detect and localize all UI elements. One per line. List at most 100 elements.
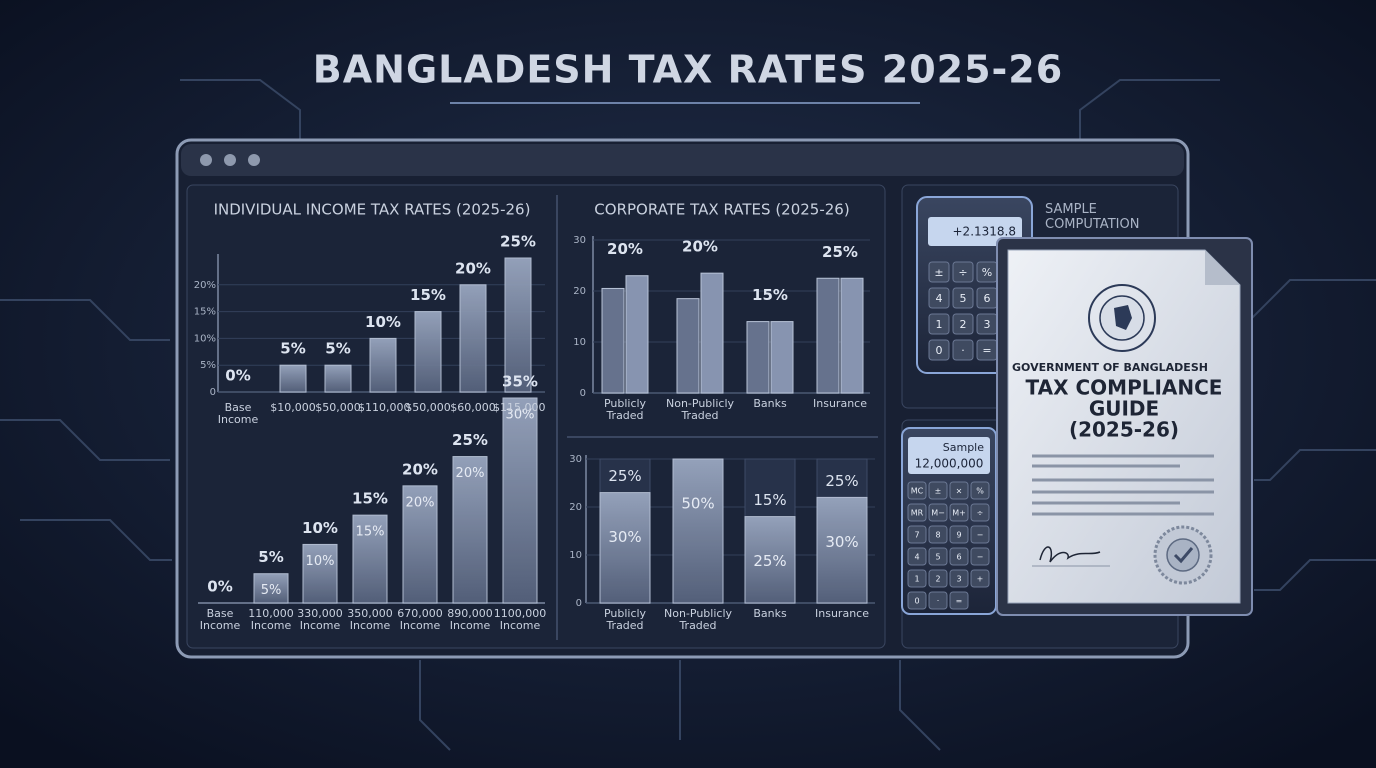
inner-label: 30%	[825, 533, 858, 551]
calculator-key	[949, 481, 969, 500]
x-tick-label: 1100,000 Income	[493, 607, 547, 632]
value-label: 0%	[207, 578, 232, 596]
x-tick-label: Base Income	[199, 607, 241, 632]
calculator-key-label: ·	[937, 597, 940, 606]
annotation: 20%	[682, 238, 718, 256]
x-tick-label: $50,000	[315, 401, 361, 414]
calculator-key-label: MC	[911, 487, 924, 496]
inner-label: 15%	[356, 525, 385, 540]
value-label: 35%	[502, 373, 538, 391]
calculator-key	[928, 261, 950, 283]
calculator-key	[907, 481, 927, 500]
page-title: BANGLADESH TAX RATES 2025-26	[313, 48, 1063, 92]
value-label: 10%	[302, 519, 338, 537]
x-tick-label: Insurance	[815, 607, 869, 620]
bar	[459, 284, 487, 393]
x-tick-label: 110,000 Income	[248, 607, 294, 632]
calculator-key	[907, 547, 927, 566]
y-tick-label: 30	[569, 454, 582, 465]
inner-label: 20%	[456, 466, 485, 481]
bar	[746, 321, 770, 394]
window-dot	[248, 154, 260, 166]
x-tick-label: $50,000	[405, 401, 451, 414]
bar	[352, 514, 388, 604]
y-tick-label: 0	[576, 598, 582, 609]
approval-check	[1173, 547, 1194, 564]
document-title: (2025-26)	[1069, 418, 1179, 442]
x-tick-label: Non-Publicly Traded	[665, 397, 735, 422]
inner-label: 10%	[306, 554, 335, 569]
top-label: 15%	[753, 491, 786, 509]
value-label: 25%	[452, 431, 488, 449]
seal-map	[1114, 305, 1132, 330]
calculator-key	[970, 481, 990, 500]
y-tick-label: 5%	[200, 360, 216, 371]
chart-title: INDIVIDUAL INCOME TAX RATES (2025-26)	[214, 201, 531, 219]
calculator-key	[970, 547, 990, 566]
calculator-key	[970, 525, 990, 544]
bar	[744, 516, 796, 604]
y-tick-label: 20	[569, 502, 582, 513]
value-label: 5%	[258, 548, 283, 566]
inner-label: 30%	[506, 408, 535, 423]
chart-title: CORPORATE TAX RATES (2025-26)	[594, 201, 849, 219]
window-bar	[181, 144, 1184, 176]
bar	[672, 458, 724, 604]
circuit-line	[20, 519, 172, 561]
calculator-display	[908, 437, 990, 474]
bar	[599, 492, 651, 604]
y-tick-label: 15%	[194, 307, 216, 318]
x-tick-label: Insurance	[813, 397, 867, 410]
bar	[816, 496, 868, 604]
inner-label: 50%	[681, 495, 714, 513]
calculator-key-label: 0	[936, 344, 943, 357]
annotation: 25%	[822, 243, 858, 261]
bar	[770, 321, 794, 394]
bar	[279, 364, 307, 393]
calculator-key-label: M+	[952, 509, 966, 518]
calculator-key	[952, 287, 974, 309]
x-tick-label: 890,000 Income	[447, 607, 493, 632]
calculator-key	[928, 547, 948, 566]
x-tick-label: 350,000 Income	[347, 607, 393, 632]
calculator-key	[949, 503, 969, 522]
calculator-key	[928, 569, 948, 588]
calculator-key-label: −	[977, 531, 984, 540]
calculator-key	[928, 503, 948, 522]
bar	[625, 275, 649, 394]
circuit-line	[1079, 79, 1220, 140]
seal	[1088, 284, 1156, 352]
calculator-key	[952, 261, 974, 283]
calculator-key-label: −	[977, 553, 984, 562]
circuit-line	[419, 660, 451, 751]
bar	[253, 573, 289, 604]
calculator-key-label: +	[977, 575, 984, 584]
y-tick-label: 30	[573, 235, 586, 246]
y-tick-label: 0	[580, 388, 586, 399]
x-tick-label: 330,000 Income	[297, 607, 343, 632]
top-label: 25%	[608, 467, 641, 485]
calculator-display-text: +2.1318.8	[953, 225, 1017, 239]
calculator-key-label: ×	[956, 487, 963, 496]
calculator-key-label: 5	[935, 553, 940, 562]
calculator-key-label: MR	[911, 509, 924, 518]
document-title: GUIDE	[1089, 397, 1159, 421]
calculator-key	[952, 313, 974, 335]
calculator-key	[952, 339, 974, 361]
bar	[840, 277, 864, 394]
x-tick-label: $10,000	[270, 401, 316, 414]
calculator-key-label: 6	[956, 553, 961, 562]
inner-label: 25%	[753, 552, 786, 570]
value-label: 25%	[500, 233, 536, 251]
calculator-key-label: 4	[914, 553, 919, 562]
top-label: 25%	[825, 472, 858, 490]
bar	[676, 298, 700, 394]
calculator-display-label: Sample	[943, 441, 984, 454]
bar	[414, 311, 442, 393]
calculator-key	[949, 547, 969, 566]
calculator-key	[949, 525, 969, 544]
value-label: 0%	[225, 367, 250, 385]
calculator-display-text: 12,000,000	[915, 457, 984, 471]
calculator-key	[928, 591, 948, 610]
